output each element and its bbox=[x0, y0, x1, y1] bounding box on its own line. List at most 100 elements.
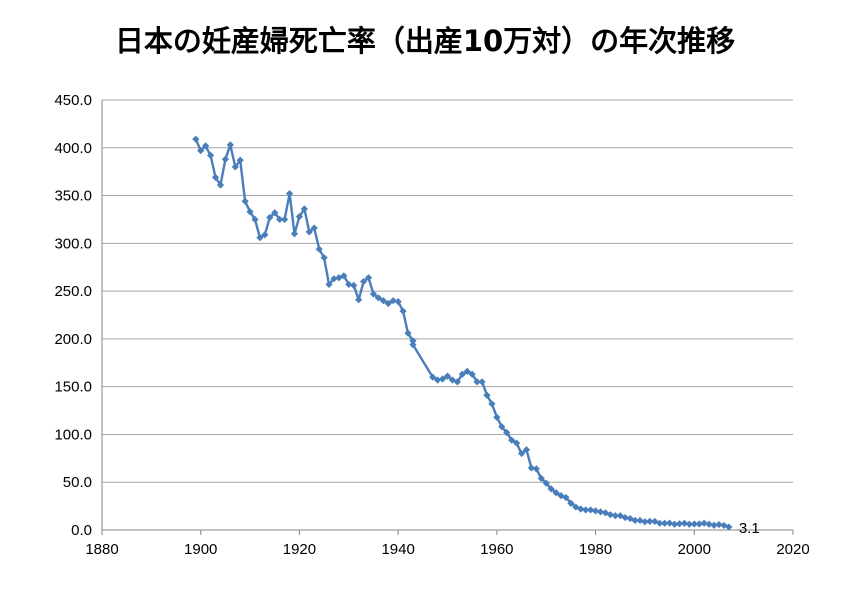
x-tick-label: 1920 bbox=[283, 541, 316, 558]
data-point bbox=[705, 520, 713, 528]
data-point bbox=[631, 516, 639, 525]
data-point bbox=[384, 299, 392, 308]
data-point bbox=[434, 376, 442, 384]
data-point bbox=[498, 423, 506, 431]
data-point bbox=[621, 513, 629, 522]
data-point bbox=[443, 372, 452, 380]
data-point bbox=[695, 520, 703, 528]
data-point bbox=[596, 508, 605, 516]
data-point bbox=[315, 245, 323, 253]
data-point bbox=[379, 297, 387, 305]
data-point bbox=[290, 230, 299, 238]
data-point bbox=[661, 519, 669, 527]
data-point bbox=[192, 135, 200, 143]
data-point bbox=[364, 274, 373, 282]
data-point bbox=[680, 519, 689, 527]
data-point bbox=[468, 370, 476, 378]
data-point bbox=[656, 519, 664, 527]
data-point bbox=[601, 509, 610, 517]
data-point bbox=[404, 329, 412, 337]
x-tick-label: 1980 bbox=[579, 541, 612, 558]
data-point bbox=[310, 224, 318, 232]
data-point bbox=[458, 370, 466, 378]
data-point bbox=[236, 156, 244, 164]
data-point bbox=[211, 173, 220, 181]
data-point bbox=[221, 155, 229, 163]
y-tick-label: 250.0 bbox=[54, 283, 92, 300]
x-tick-label: 1880 bbox=[85, 541, 118, 558]
data-point bbox=[685, 520, 693, 528]
data-point bbox=[276, 215, 284, 224]
data-point bbox=[369, 290, 378, 298]
data-point bbox=[389, 297, 397, 305]
data-point bbox=[246, 208, 254, 216]
data-point bbox=[582, 506, 590, 514]
data-point bbox=[651, 517, 659, 525]
x-tick-label: 2020 bbox=[776, 541, 809, 558]
data-point bbox=[399, 307, 407, 315]
data-point bbox=[572, 503, 580, 511]
y-tick-label: 400.0 bbox=[54, 140, 92, 157]
data-point bbox=[567, 499, 575, 507]
data-point bbox=[340, 272, 348, 280]
data-point bbox=[231, 163, 239, 171]
y-tick-label: 300.0 bbox=[54, 235, 92, 252]
data-point bbox=[345, 280, 353, 289]
data-point bbox=[251, 215, 259, 224]
data-point bbox=[374, 294, 382, 302]
data-point bbox=[483, 391, 491, 399]
data-point bbox=[463, 367, 471, 375]
data-point bbox=[611, 512, 619, 520]
data-point bbox=[350, 281, 358, 289]
data-point bbox=[438, 375, 447, 383]
data-point bbox=[473, 378, 481, 386]
data-point bbox=[216, 181, 225, 189]
y-tick-label: 50.0 bbox=[63, 474, 92, 491]
data-point bbox=[256, 234, 264, 242]
data-point bbox=[715, 520, 723, 529]
data-point bbox=[513, 439, 521, 447]
data-point bbox=[562, 493, 570, 502]
y-tick-label: 450.0 bbox=[54, 92, 92, 109]
data-point bbox=[517, 449, 526, 458]
data-point bbox=[226, 141, 234, 149]
data-point bbox=[542, 479, 550, 487]
data-point bbox=[281, 215, 289, 224]
data-point bbox=[320, 254, 328, 262]
data-point bbox=[532, 465, 540, 473]
data-point bbox=[626, 514, 634, 523]
series-line bbox=[411, 343, 730, 529]
y-tick-label: 150.0 bbox=[54, 379, 92, 396]
data-point bbox=[591, 507, 600, 515]
data-point bbox=[587, 506, 595, 514]
data-point bbox=[700, 519, 708, 527]
data-point bbox=[641, 518, 649, 526]
y-tick-label: 350.0 bbox=[54, 188, 92, 205]
x-tick-label: 2000 bbox=[678, 541, 711, 558]
x-tick-label: 1900 bbox=[184, 541, 217, 558]
chart-title: 日本の妊産婦死亡率（出産10万対）の年次推移 bbox=[114, 24, 736, 58]
data-point bbox=[325, 280, 333, 289]
data-point bbox=[429, 373, 437, 381]
data-point bbox=[670, 520, 679, 528]
data-point bbox=[355, 296, 363, 304]
data-point bbox=[478, 378, 486, 386]
data-point bbox=[330, 275, 338, 283]
data-point bbox=[503, 428, 511, 437]
data-point bbox=[493, 413, 501, 421]
data-point bbox=[646, 517, 654, 525]
data-point bbox=[557, 492, 565, 500]
y-tick-label: 100.0 bbox=[54, 426, 92, 443]
data-point bbox=[577, 505, 585, 513]
data-point bbox=[266, 213, 274, 222]
data-point bbox=[359, 277, 368, 286]
data-point bbox=[300, 205, 308, 213]
y-tick-label: 0.0 bbox=[71, 522, 92, 539]
data-point bbox=[453, 378, 461, 386]
data-point bbox=[527, 464, 536, 472]
data-point bbox=[537, 474, 545, 482]
x-tick-label: 1960 bbox=[480, 541, 513, 558]
data-point bbox=[508, 436, 516, 444]
x-tick-label: 1940 bbox=[381, 541, 414, 558]
data-point bbox=[552, 489, 560, 497]
